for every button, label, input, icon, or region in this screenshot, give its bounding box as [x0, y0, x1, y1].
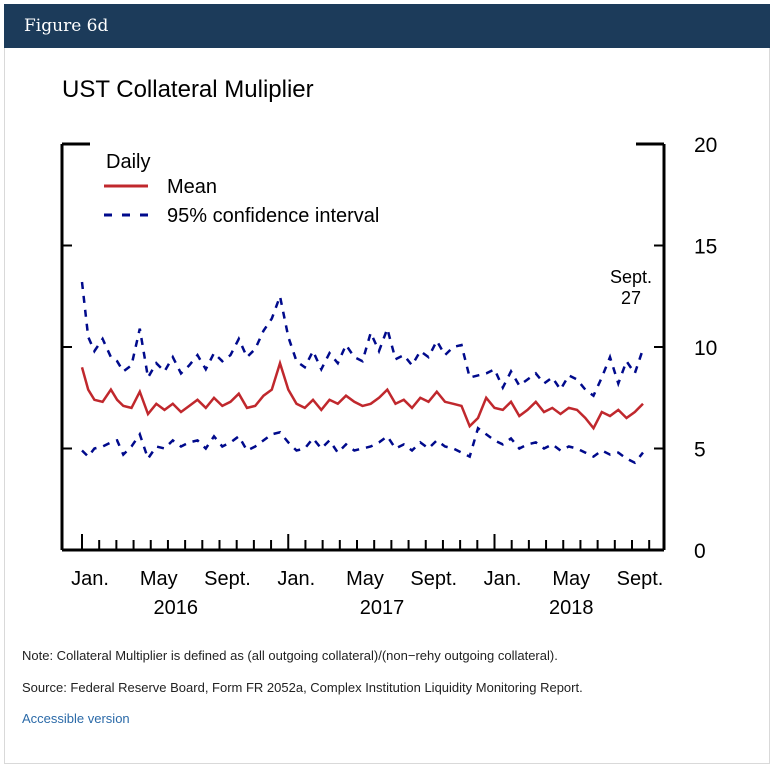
x-tick-label: Jan.: [277, 568, 315, 590]
chart-svg: 0 5 10 15 20 Jan. May Sept. Jan. May Sept. Jan. May S…: [60, 134, 717, 619]
mean-line: [80, 359, 644, 431]
chart-note: Note: Collateral Multiplier is defined a…: [22, 648, 558, 663]
mean-series: [80, 359, 644, 431]
x-year-label: 2017: [360, 597, 405, 619]
x-tick-label: May: [346, 568, 384, 590]
chart-legend: Daily Mean 95% confidence interval: [104, 151, 379, 227]
legend-ci-label: 95% confidence interval: [167, 205, 379, 227]
chart-axes: 0 5 10 15 20 Jan. May Sept. Jan. May Sept. Jan. May S…: [60, 134, 717, 619]
ci-lower-series: [81, 426, 644, 465]
x-year-label: 2016: [154, 597, 199, 619]
x-tick-label: Jan.: [71, 568, 109, 590]
y-tick-label: 0: [694, 540, 706, 563]
legend-title: Daily: [106, 151, 150, 173]
ci-upper-line: [80, 281, 645, 398]
annotation-line2: 27: [621, 288, 641, 308]
figure-label: Figure 6d: [24, 16, 109, 36]
y-tick-label: 15: [694, 236, 717, 259]
x-tick-label: Sept.: [617, 568, 664, 590]
annotation-line1: Sept.: [610, 267, 652, 287]
ci-lower-line: [81, 426, 644, 465]
accessible-version-link[interactable]: Accessible version: [22, 711, 130, 726]
x-year-label: 2018: [549, 597, 594, 619]
x-tick-label: May: [552, 568, 590, 590]
ci-upper-series: [80, 281, 645, 398]
chart-title: UST Collateral Muliplier: [62, 76, 314, 103]
y-tick-label: 5: [694, 439, 706, 462]
x-tick-label: Sept.: [410, 568, 457, 590]
x-tick-label: May: [140, 568, 178, 590]
sept-27-annotation: Sept. 27: [610, 267, 652, 308]
chart-source: Source: Federal Reserve Board, Form FR 2…: [22, 680, 583, 695]
y-tick-label: 10: [694, 337, 717, 360]
x-tick-label: Sept.: [204, 568, 251, 590]
figure-header: Figure 6d: [4, 4, 770, 48]
legend-mean-label: Mean: [167, 176, 217, 198]
y-tick-label: 20: [694, 134, 717, 157]
x-tick-label: Jan.: [484, 568, 522, 590]
